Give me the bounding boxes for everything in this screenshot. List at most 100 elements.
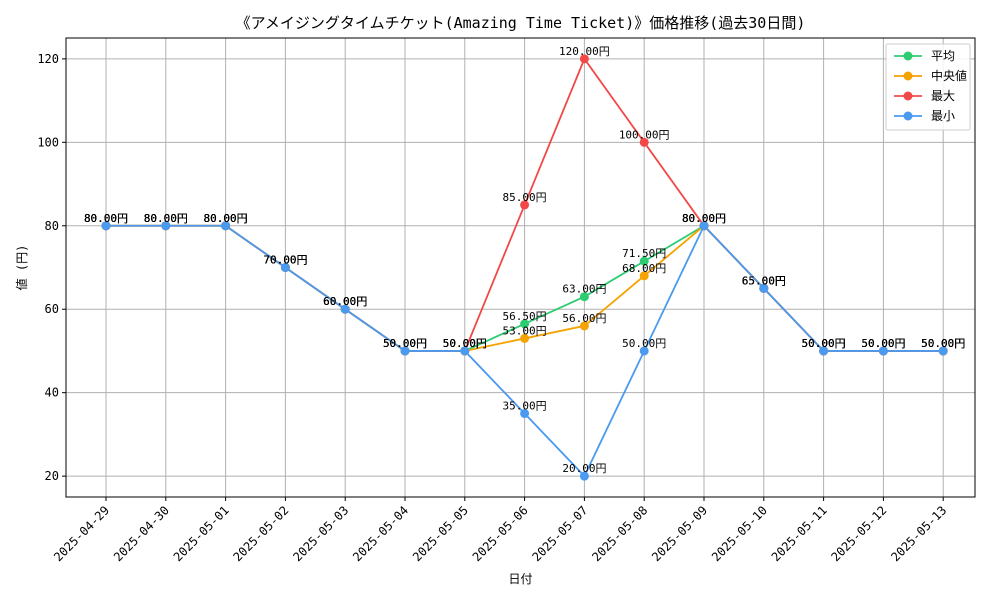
data-label: 80.00円 <box>144 212 188 225</box>
data-label: 80.00円 <box>682 212 726 225</box>
data-point <box>280 263 290 272</box>
data-label: 80.00円 <box>204 212 248 225</box>
data-label: 20.00円 <box>562 462 606 475</box>
legend-item: 中央値 <box>894 68 967 83</box>
data-point <box>520 409 530 419</box>
data-point <box>878 346 888 356</box>
data-label: 60.00円 <box>323 295 367 308</box>
data-label: 70.00円 <box>263 254 307 267</box>
data-point <box>639 346 649 356</box>
data-label: 71.50円 <box>622 247 666 260</box>
data-label: 50.00円 <box>802 337 846 350</box>
series-layer <box>101 54 948 481</box>
data-label: 60.00円 <box>323 295 367 308</box>
data-labels: 80.00円 80.00円 80.00円 70.00円 60.00円 50.00円 50.0… <box>84 45 965 475</box>
y-tick-label: 80 <box>45 219 59 233</box>
legend-swatch-marker <box>903 91 913 101</box>
data-label: 70.00円 <box>263 254 307 267</box>
data-label: 80.00円 <box>682 212 726 225</box>
data-label: 50.00円 <box>443 337 487 350</box>
legend-label: 最小 <box>931 109 955 123</box>
data-point <box>520 200 530 210</box>
data-label: 80.00円 <box>204 212 248 225</box>
data-point <box>221 221 231 231</box>
data-label: 35.00円 <box>503 400 547 413</box>
data-label: 50.00円 <box>802 337 846 350</box>
data-label: 80.00円 <box>682 212 726 225</box>
data-label: 50.00円 <box>802 337 846 350</box>
data-label: 50.00円 <box>802 337 846 350</box>
data-label: 65.00円 <box>742 274 786 287</box>
data-label: 80.00円 <box>84 212 128 225</box>
data-point <box>340 304 350 314</box>
data-label: 56.50円 <box>503 310 547 323</box>
data-label: 50.00円 <box>383 337 427 350</box>
data-point <box>161 221 171 231</box>
data-label: 80.00円 <box>682 212 726 225</box>
data-label: 85.00円 <box>503 191 547 204</box>
legend-swatch-marker <box>903 111 913 121</box>
data-label: 100.00円 <box>619 128 670 141</box>
data-label: 50.00円 <box>921 337 965 350</box>
legend-swatch-marker <box>903 71 913 81</box>
data-label: 120.00円 <box>559 45 610 58</box>
data-label: 60.00円 <box>323 295 367 308</box>
legend-label: 中央値 <box>931 68 967 83</box>
y-tick-label: 60 <box>45 302 59 316</box>
data-label: 50.00円 <box>921 337 965 350</box>
data-label: 68.00円 <box>622 262 666 275</box>
data-label: 60.00円 <box>323 295 367 308</box>
data-point <box>520 319 530 329</box>
data-point <box>639 256 649 266</box>
data-label: 70.00円 <box>263 254 307 267</box>
data-label: 50.00円 <box>443 337 487 350</box>
data-label: 50.00円 <box>921 337 965 350</box>
data-label: 50.00円 <box>921 337 965 350</box>
data-label: 50.00円 <box>383 337 427 350</box>
data-label: 63.00円 <box>562 283 606 296</box>
data-label: 65.00円 <box>742 274 786 287</box>
data-label: 50.00円 <box>443 337 487 350</box>
data-label: 80.00円 <box>84 212 128 225</box>
data-label: 50.00円 <box>861 337 905 350</box>
data-point <box>579 54 589 64</box>
data-label: 50.00円 <box>383 337 427 350</box>
data-label: 80.00円 <box>84 212 128 225</box>
data-point <box>819 346 829 356</box>
data-point <box>460 346 470 356</box>
legend-box <box>885 43 971 131</box>
y-axis-label: 値 (円) <box>14 245 29 291</box>
data-label: 80.00円 <box>144 212 188 225</box>
y-tick-label: 20 <box>45 469 59 483</box>
data-label: 80.00円 <box>204 212 248 225</box>
data-point <box>639 271 649 281</box>
data-label: 50.00円 <box>861 337 905 350</box>
data-point <box>579 292 589 302</box>
series-3 <box>101 221 948 481</box>
chart-title: 《アメイジングタイムチケット(Amazing Time Ticket)》価格推移… <box>236 14 806 32</box>
data-label: 50.00円 <box>861 337 905 350</box>
data-label: 65.00円 <box>742 274 786 287</box>
legend-swatch-marker <box>903 51 913 61</box>
data-point <box>938 346 948 356</box>
data-label: 50.00円 <box>443 337 487 350</box>
legend-item: 最大 <box>894 89 955 103</box>
data-label: 56.00円 <box>562 312 606 325</box>
legend-item: 平均 <box>894 49 955 63</box>
y-tick-label: 40 <box>45 386 59 400</box>
data-point <box>579 321 589 331</box>
data-label: 50.00円 <box>861 337 905 350</box>
legend-label: 平均 <box>931 49 955 63</box>
x-axis-label: 日付 <box>508 572 532 586</box>
data-label: 80.00円 <box>144 212 188 225</box>
plot-area-frame <box>65 37 976 498</box>
data-point <box>639 137 649 147</box>
data-label: 50.00円 <box>383 337 427 350</box>
y-tick-label: 120 <box>37 52 59 66</box>
data-point <box>400 346 410 356</box>
legend-label: 最大 <box>931 89 955 103</box>
